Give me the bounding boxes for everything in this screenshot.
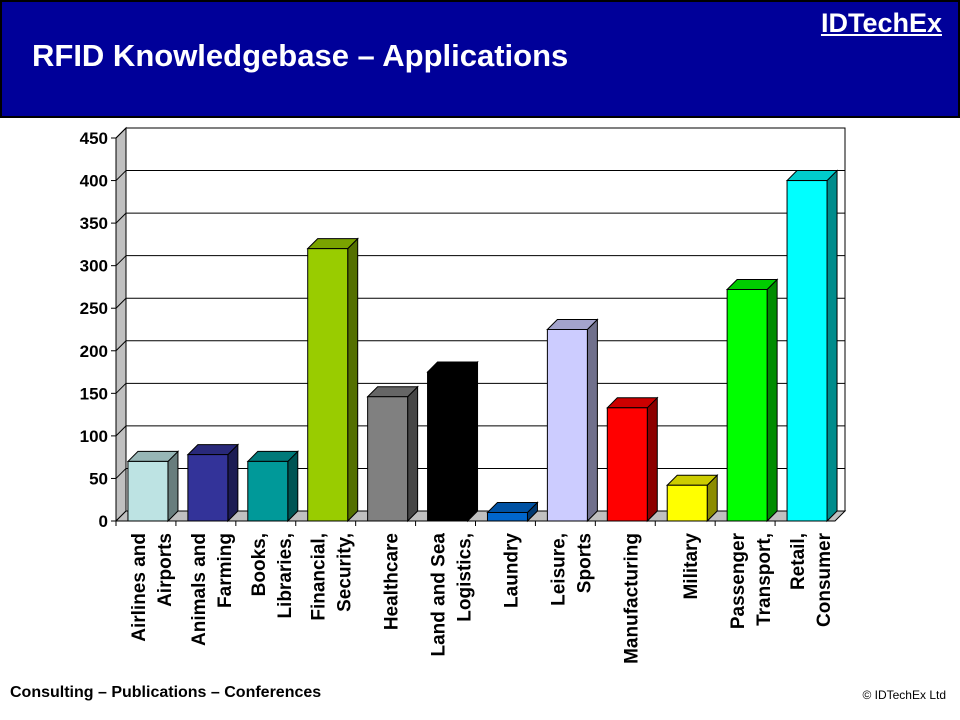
bar [726, 288, 768, 522]
bar [127, 460, 169, 522]
bar-side [586, 318, 598, 523]
bar [606, 407, 648, 522]
x-category-label: Military [681, 533, 702, 600]
x-category-label: Logistics, [455, 533, 476, 622]
footer-copyright: © IDTechEx Ltd [862, 688, 946, 702]
bar [786, 180, 828, 522]
gridline-depth [115, 340, 127, 352]
x-category-label: Manufacturing [621, 533, 642, 664]
x-category-label: Libraries, [275, 533, 296, 619]
x-category-label: Transport, [754, 533, 775, 626]
y-tick-label: 350 [80, 214, 108, 233]
bar-side [227, 443, 239, 523]
y-tick-label: 150 [80, 384, 108, 403]
bar [367, 396, 409, 522]
x-category-label: Leisure, [548, 533, 569, 606]
y-tick-label: 300 [80, 257, 108, 276]
gridline-depth [115, 297, 127, 309]
x-category-label: Security, [335, 533, 356, 612]
plot-side-wall [115, 126, 127, 523]
y-tick-label: 250 [80, 299, 108, 318]
bar-side [826, 169, 838, 523]
bar [247, 460, 289, 522]
y-tick-label: 450 [80, 129, 108, 148]
x-category-label: Retail, [788, 533, 809, 590]
x-category-label: Healthcare [382, 533, 403, 630]
x-category-label: Passenger [728, 532, 749, 629]
gridline-depth [115, 425, 127, 437]
page-title: RFID Knowledgebase – Applications [32, 38, 569, 73]
y-tick-label: 400 [80, 172, 108, 191]
gridline-depth [115, 212, 127, 224]
bar-side [287, 450, 299, 523]
bar [666, 484, 708, 522]
x-category-label: Airports [155, 533, 176, 607]
x-category-label: Consumer [814, 532, 835, 627]
bar-side [167, 450, 179, 523]
y-tick-label: 0 [99, 512, 108, 531]
bar [546, 329, 588, 522]
bar-side [407, 385, 419, 523]
gridline-depth [115, 382, 127, 394]
plot-back-wall [125, 127, 846, 512]
x-category-label: Animals and [189, 533, 210, 646]
x-category-label: Financial, [309, 533, 330, 621]
x-category-label: Airlines and [129, 533, 150, 642]
gridline-depth [115, 468, 127, 479]
y-tick-label: 200 [80, 342, 108, 361]
x-category-label: Sports [574, 533, 595, 593]
bar [427, 371, 469, 522]
bar-side [467, 360, 479, 523]
x-category-label: Land and Sea [429, 533, 450, 657]
bar [486, 511, 528, 522]
bar-side [766, 278, 778, 523]
x-category-label: Books, [249, 533, 270, 596]
x-category-label: Laundry [501, 533, 522, 608]
bar [307, 248, 349, 522]
gridline-depth [115, 170, 127, 181]
brand-logo-text[interactable]: IDTechEx [820, 8, 942, 38]
gridline-depth [115, 127, 127, 139]
gridline-depth [115, 255, 127, 267]
x-category-label: Farming [215, 533, 236, 608]
bar [187, 454, 229, 522]
bar-side [646, 396, 658, 523]
bar-side [347, 237, 359, 523]
y-tick-label: 100 [80, 427, 108, 446]
y-tick-label: 50 [89, 469, 108, 488]
footer-tagline: Consulting – Publications – Conferences [10, 684, 322, 701]
header-banner: RFID Knowledgebase – Applications IDTech… [0, 0, 960, 118]
